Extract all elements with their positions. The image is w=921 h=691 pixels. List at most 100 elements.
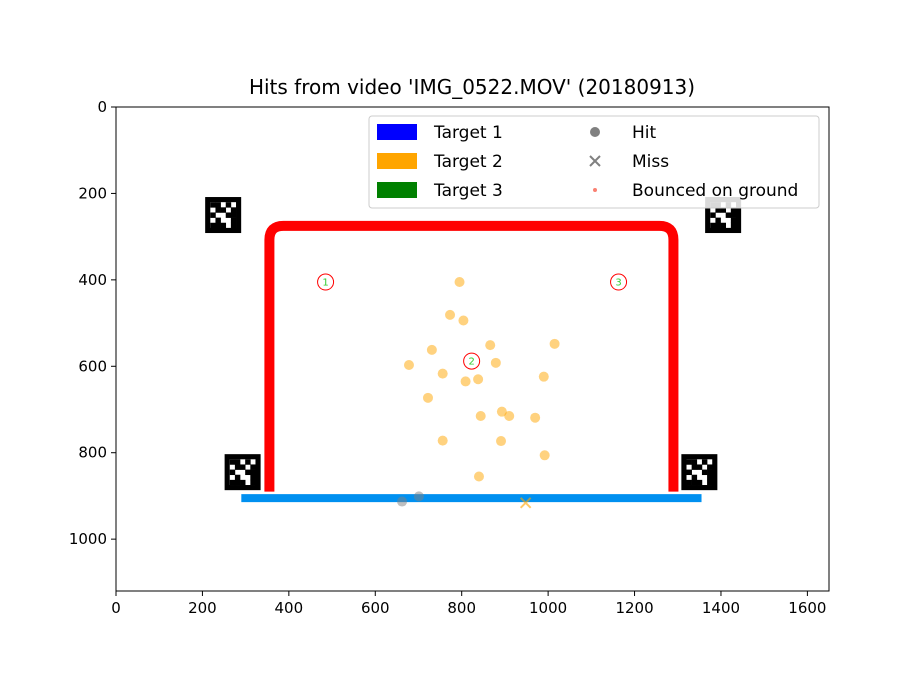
fiducial-marker-cell bbox=[221, 223, 226, 228]
fiducial-marker-cell bbox=[702, 470, 707, 475]
fiducial-marker-cell bbox=[707, 464, 712, 469]
fiducial-marker-cell bbox=[710, 212, 715, 217]
fiducial-marker-cell bbox=[687, 480, 692, 485]
fiducial-marker-cell bbox=[726, 212, 731, 217]
legend: Target 1 Target 2 Target 3 Hit Miss Bounced o… bbox=[369, 116, 819, 208]
x-tick-label: 1600 bbox=[788, 599, 826, 617]
hit-point bbox=[476, 411, 486, 421]
fiducial-marker-cell bbox=[710, 223, 715, 228]
fiducial-marker-cell bbox=[215, 218, 220, 223]
fiducial-marker-cell bbox=[707, 480, 712, 485]
target-marker-label: 2 bbox=[468, 357, 474, 368]
legend-label: Target 2 bbox=[433, 152, 503, 172]
legend-swatch bbox=[593, 188, 597, 192]
hit-point bbox=[504, 411, 514, 421]
fiducial-marker-cell bbox=[240, 480, 245, 485]
x-tick-label: 1400 bbox=[702, 599, 740, 617]
fiducial-marker-cell bbox=[692, 480, 697, 485]
fiducial-marker-cell bbox=[210, 223, 215, 228]
hit-point bbox=[530, 413, 540, 423]
hit-point bbox=[427, 345, 437, 355]
fiducial-marker-cell bbox=[707, 470, 712, 475]
fiducial-marker-cell bbox=[692, 475, 697, 480]
fiducial-marker-cell bbox=[692, 464, 697, 469]
target-marker-label: 3 bbox=[615, 278, 621, 289]
target-marker-label: 1 bbox=[322, 278, 328, 289]
hit-point bbox=[474, 471, 484, 481]
fiducial-marker-cell bbox=[707, 475, 712, 480]
fiducial-marker-cell bbox=[687, 459, 692, 464]
fiducial-marker-cell bbox=[235, 475, 240, 480]
fiducial-marker-cell bbox=[692, 459, 697, 464]
fiducial-marker-cell bbox=[231, 218, 236, 223]
y-tick-label: 0 bbox=[97, 98, 107, 116]
hit-point bbox=[397, 497, 407, 507]
chart-title: Hits from video 'IMG_0522.MOV' (20180913… bbox=[249, 75, 695, 99]
fiducial-marker-cell bbox=[210, 212, 215, 217]
fiducial-marker-cell bbox=[250, 470, 255, 475]
x-tick-label: 400 bbox=[275, 599, 304, 617]
fiducial-marker-cell bbox=[721, 223, 726, 228]
fiducial-marker-cell bbox=[230, 480, 235, 485]
x-tick-label: 200 bbox=[188, 599, 217, 617]
fiducial-marker-cell bbox=[231, 212, 236, 217]
fiducial-marker-cell bbox=[702, 459, 707, 464]
fiducial-marker-cell bbox=[226, 212, 231, 217]
fiducial-marker-cell bbox=[731, 223, 736, 228]
x-tick-label: 0 bbox=[111, 599, 121, 617]
fiducial-marker-cell bbox=[215, 223, 220, 228]
fiducial-marker-cell bbox=[715, 223, 720, 228]
hit-point bbox=[550, 339, 560, 349]
fiducial-marker-cell bbox=[687, 470, 692, 475]
hit-point bbox=[496, 436, 506, 446]
legend-label: Miss bbox=[632, 152, 669, 172]
legend-label: Target 1 bbox=[433, 123, 503, 143]
hit-point bbox=[458, 315, 468, 325]
x-tick-label: 800 bbox=[447, 599, 476, 617]
fiducial-marker-cell bbox=[731, 218, 736, 223]
fiducial-marker-cell bbox=[221, 207, 226, 212]
fiducial-marker-cell bbox=[235, 464, 240, 469]
hit-point bbox=[404, 360, 414, 370]
legend-label: Bounced on ground bbox=[632, 181, 798, 201]
legend-label: Hit bbox=[632, 123, 657, 143]
fiducial-marker-cell bbox=[226, 202, 231, 207]
fiducial-marker-cell bbox=[240, 464, 245, 469]
y-tick-label: 1000 bbox=[69, 530, 107, 548]
fiducial-marker bbox=[225, 454, 261, 490]
hit-point bbox=[414, 491, 424, 501]
y-tick-label: 400 bbox=[78, 271, 107, 289]
x-tick-label: 600 bbox=[361, 599, 390, 617]
y-tick-label: 800 bbox=[78, 444, 107, 462]
legend-swatch bbox=[377, 153, 417, 169]
fiducial-marker-cell bbox=[231, 223, 236, 228]
fiducial-marker-cell bbox=[715, 218, 720, 223]
fiducial-marker bbox=[205, 197, 241, 233]
hit-point bbox=[540, 450, 550, 460]
hit-point bbox=[473, 374, 483, 384]
fiducial-marker-cell bbox=[210, 202, 215, 207]
legend-swatch bbox=[377, 182, 417, 198]
x-tick-label: 1200 bbox=[615, 599, 653, 617]
x-tick-label: 1000 bbox=[529, 599, 567, 617]
fiducial-marker-cell bbox=[697, 480, 702, 485]
hit-point bbox=[455, 277, 465, 287]
y-tick-label: 600 bbox=[78, 357, 107, 375]
fiducial-marker-cell bbox=[235, 480, 240, 485]
fiducial-marker-cell bbox=[245, 470, 250, 475]
fiducial-marker-cell bbox=[230, 470, 235, 475]
fiducial-marker-cell bbox=[245, 459, 250, 464]
hit-point bbox=[491, 358, 501, 368]
fiducial-marker-cell bbox=[697, 464, 702, 469]
hit-point bbox=[539, 372, 549, 382]
legend-swatch bbox=[590, 127, 600, 137]
fiducial-marker-cell bbox=[250, 464, 255, 469]
fiducial-marker-cell bbox=[231, 207, 236, 212]
hit-point bbox=[438, 436, 448, 446]
fiducial-marker-cell bbox=[250, 480, 255, 485]
hit-point bbox=[438, 369, 448, 379]
hit-point bbox=[423, 393, 433, 403]
fiducial-marker-cell bbox=[235, 459, 240, 464]
